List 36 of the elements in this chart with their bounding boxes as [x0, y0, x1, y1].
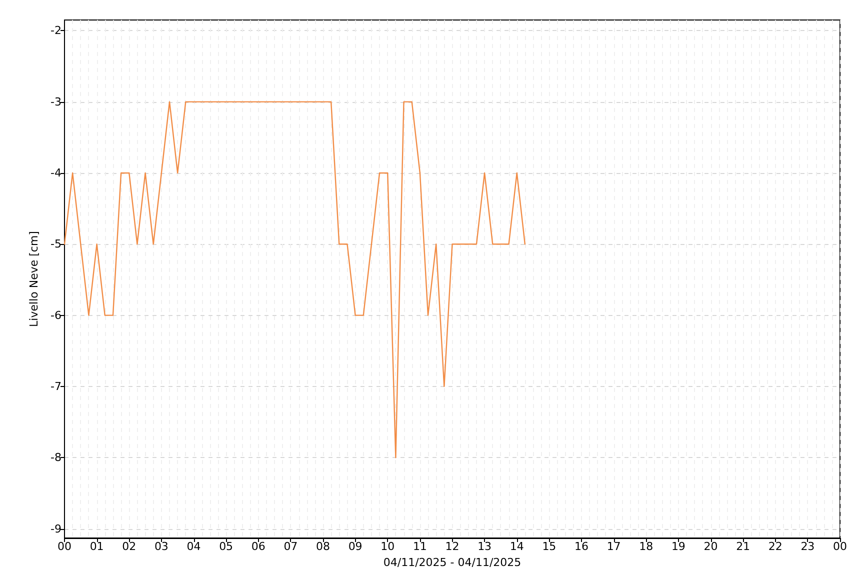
y-tick-label: -5: [50, 238, 62, 251]
x-tick-label: 16: [574, 540, 588, 553]
x-tick-label: 10: [380, 540, 395, 553]
x-tick-label: 01: [90, 540, 104, 553]
y-tick-label: -3: [50, 95, 62, 108]
y-tick-label: -2: [50, 24, 62, 38]
y-tick-label: -6: [50, 308, 62, 322]
x-tick-label: 09: [348, 540, 362, 553]
x-tick-label: 15: [542, 540, 556, 553]
y-tick-label: -9: [50, 522, 62, 536]
x-tick-label: 07: [284, 540, 298, 553]
y-tick-label: -7: [50, 380, 62, 393]
x-tick-label: 19: [671, 540, 686, 553]
y-tick-label: -4: [50, 166, 62, 180]
x-tick-label: 03: [154, 540, 168, 553]
x-tick-label: 21: [736, 540, 750, 553]
x-tick-label: 14: [510, 540, 524, 553]
x-tick-label: 08: [316, 540, 330, 553]
x-tick-label: 20: [704, 540, 718, 553]
x-tick-label: 23: [800, 540, 815, 553]
y-axis-title: Livello Neve [cm]: [28, 231, 41, 327]
x-tick-label: 00: [833, 540, 847, 553]
y-tick-label: -8: [50, 451, 62, 464]
x-tick-label: 22: [768, 540, 782, 553]
x-tick-label: 11: [412, 540, 427, 553]
x-tick-label: 18: [639, 540, 654, 553]
x-axis-title: 04/11/2025 - 04/11/2025: [383, 556, 522, 569]
x-tick-label: 00: [58, 540, 72, 553]
line-series: [64, 101, 526, 458]
x-tick-label: 17: [606, 540, 621, 553]
x-tick-label: 05: [219, 540, 234, 553]
x-tick-label: 04: [186, 540, 201, 553]
x-tick-label: 13: [478, 540, 492, 553]
x-tick-label: 02: [122, 540, 136, 553]
x-tick-label: 06: [251, 540, 266, 553]
x-tick-label: 12: [445, 540, 460, 553]
